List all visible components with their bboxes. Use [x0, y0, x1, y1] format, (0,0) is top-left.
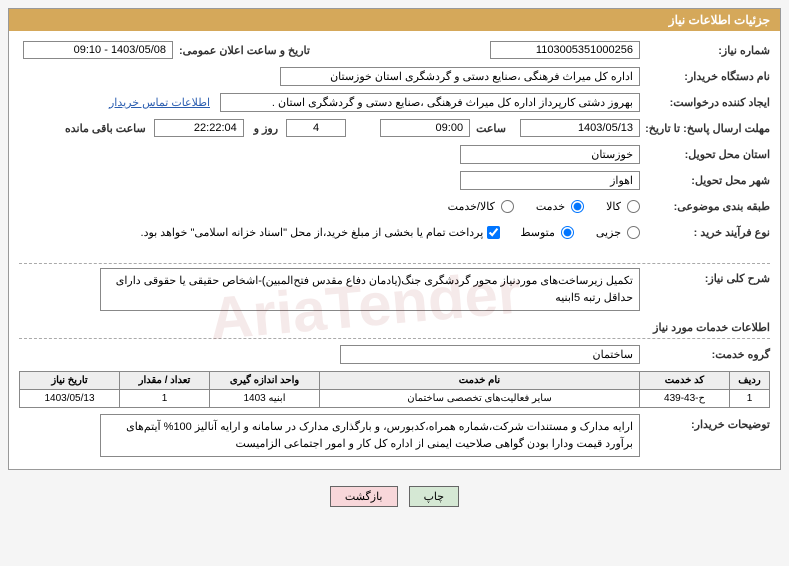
- row-group: گروه خدمت: ساختمان: [19, 343, 770, 365]
- radio-goods-label: کالا: [606, 200, 621, 213]
- radio-goods[interactable]: [627, 200, 640, 213]
- remaining-time: 22:22:04: [154, 119, 244, 137]
- row-buyer-org: نام دستگاه خریدار: اداره کل میراث فرهنگی…: [19, 65, 770, 87]
- th-date: تاریخ نیاز: [20, 372, 120, 390]
- th-row: ردیف: [730, 372, 770, 390]
- radio-service[interactable]: [571, 200, 584, 213]
- table-header-row: ردیف کد خدمت نام خدمت واحد اندازه گیری ت…: [20, 372, 770, 390]
- group-value: ساختمان: [340, 345, 640, 364]
- details-panel: جزئیات اطلاعات نیاز AriaTender شماره نیا…: [8, 8, 781, 470]
- th-code: کد خدمت: [640, 372, 730, 390]
- remaining-label: ساعت باقی مانده: [59, 122, 146, 135]
- group-label: گروه خدمت:: [640, 348, 770, 361]
- category-label: طبقه بندی موضوعی:: [640, 200, 770, 213]
- row-province: استان محل تحویل: خوزستان: [19, 143, 770, 165]
- process-radio-group: جزیی متوسط: [520, 226, 640, 239]
- requester-value: بهروز دشتی کارپرداز اداره کل میراث فرهنگ…: [220, 93, 640, 112]
- process-label: نوع فرآیند خرید :: [640, 226, 770, 239]
- city-label: شهر محل تحویل:: [640, 174, 770, 187]
- payment-checkbox-row: پرداخت تمام یا بخشی از مبلغ خرید،از محل …: [141, 226, 501, 239]
- buyer-contact-link[interactable]: اطلاعات تماس خریدار: [109, 96, 210, 109]
- td-row: 1: [730, 390, 770, 408]
- th-name: نام خدمت: [320, 372, 640, 390]
- summary-label: شرح کلی نیاز:: [640, 268, 770, 285]
- radio-mid-label: متوسط: [520, 226, 555, 239]
- buyer-notes-label: توضیحات خریدار:: [640, 414, 770, 431]
- radio-minor[interactable]: [627, 226, 640, 239]
- services-table: ردیف کد خدمت نام خدمت واحد اندازه گیری ت…: [19, 371, 770, 408]
- row-city: شهر محل تحویل: اهواز: [19, 169, 770, 191]
- need-no-label: شماره نیاز:: [640, 44, 770, 57]
- province-value: خوزستان: [460, 145, 640, 164]
- row-summary: شرح کلی نیاز: تکمیل زیرساخت‌های موردنیاز…: [19, 268, 770, 311]
- td-qty: 1: [120, 390, 210, 408]
- category-radio-group: کالا خدمت کالا/خدمت: [448, 200, 640, 213]
- deadline-date: 1403/05/13: [520, 119, 640, 137]
- radio-service-label: خدمت: [536, 200, 565, 213]
- panel-body: AriaTender شماره نیاز: 1103005351000256 …: [9, 31, 780, 469]
- day-count: 4: [286, 119, 346, 137]
- th-unit: واحد اندازه گیری: [210, 372, 320, 390]
- radio-minor-label: جزیی: [596, 226, 621, 239]
- city-value: اهواز: [460, 171, 640, 190]
- print-button[interactable]: چاپ: [409, 486, 460, 507]
- time-label: ساعت: [470, 122, 506, 135]
- table-row: 1 ح-43-439 سایر فعالیت‌های تخصصی ساختمان…: [20, 390, 770, 408]
- back-button[interactable]: بازگشت: [330, 486, 398, 507]
- deadline-label: مهلت ارسال پاسخ: تا تاریخ:: [640, 122, 770, 135]
- buyer-org-value: اداره کل میراث فرهنگی ،صنایع دستی و گردش…: [280, 67, 640, 86]
- th-qty: تعداد / مقدار: [120, 372, 210, 390]
- radio-both-label: کالا/خدمت: [448, 200, 495, 213]
- day-label: روز و: [248, 122, 278, 135]
- td-unit: ابنیه 1403: [210, 390, 320, 408]
- services-section-title: اطلاعات خدمات مورد نیاز: [19, 317, 770, 339]
- td-name: سایر فعالیت‌های تخصصی ساختمان: [320, 390, 640, 408]
- need-no-value: 1103005351000256: [490, 41, 640, 59]
- row-requester: ایجاد کننده درخواست: بهروز دشتی کارپرداز…: [19, 91, 770, 113]
- deadline-time: 09:00: [380, 119, 470, 137]
- radio-mid[interactable]: [561, 226, 574, 239]
- summary-value: تکمیل زیرساخت‌های موردنیاز محور گردشگری …: [100, 268, 640, 311]
- radio-both[interactable]: [501, 200, 514, 213]
- td-date: 1403/05/13: [20, 390, 120, 408]
- row-deadline: مهلت ارسال پاسخ: تا تاریخ: 1403/05/13 سا…: [19, 117, 770, 139]
- announce-label: تاریخ و ساعت اعلان عمومی:: [173, 44, 310, 57]
- buyer-org-label: نام دستگاه خریدار:: [640, 70, 770, 83]
- row-need-no: شماره نیاز: 1103005351000256 تاریخ و ساع…: [19, 39, 770, 61]
- buyer-notes-value: ارایه مدارک و مستندات شرکت،شماره همراه،ک…: [100, 414, 640, 457]
- announce-value: 1403/05/08 - 09:10: [23, 41, 173, 59]
- province-label: استان محل تحویل:: [640, 148, 770, 161]
- panel-title: جزئیات اطلاعات نیاز: [9, 9, 780, 31]
- payment-checkbox[interactable]: [487, 226, 500, 239]
- payment-note: پرداخت تمام یا بخشی از مبلغ خرید،از محل …: [141, 226, 484, 239]
- td-code: ح-43-439: [640, 390, 730, 408]
- requester-label: ایجاد کننده درخواست:: [640, 96, 770, 109]
- row-process: نوع فرآیند خرید : جزیی متوسط پرداخت تمام…: [19, 221, 770, 243]
- row-category: طبقه بندی موضوعی: کالا خدمت کالا/خدمت: [19, 195, 770, 217]
- row-buyer-notes: توضیحات خریدار: ارایه مدارک و مستندات شر…: [19, 414, 770, 457]
- button-row: چاپ بازگشت: [0, 478, 789, 515]
